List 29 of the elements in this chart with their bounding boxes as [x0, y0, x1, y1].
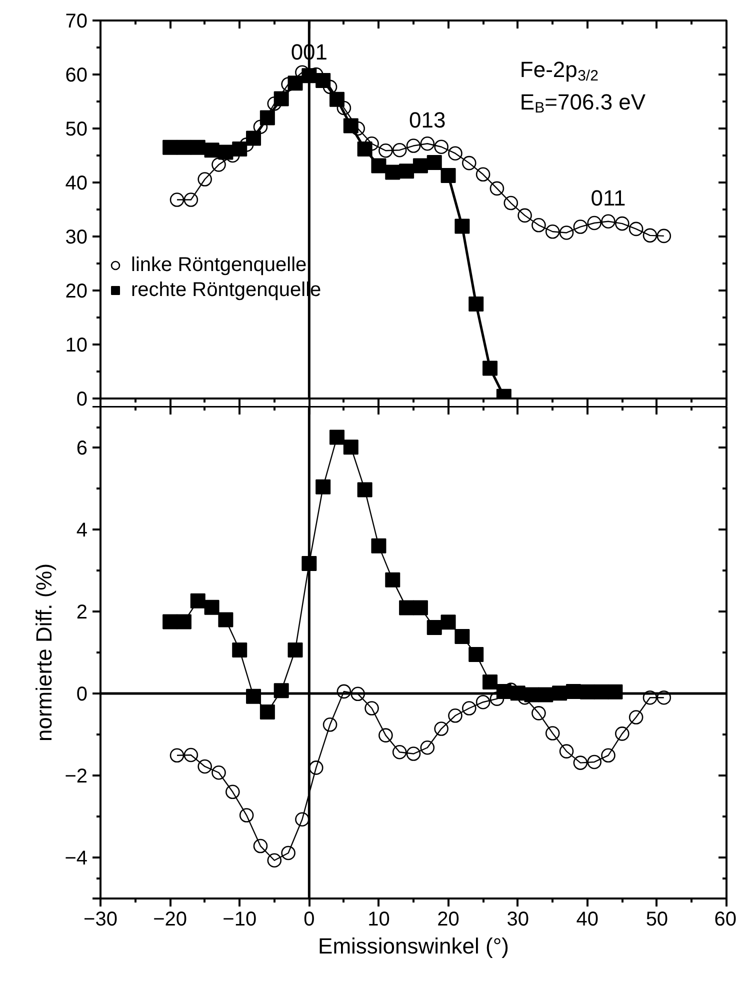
- y-tick-label: −2: [64, 766, 88, 788]
- legend-label: linke Röntgenquelle: [131, 254, 307, 276]
- y-tick-label: 6: [76, 438, 88, 460]
- y-tick-label: 0: [76, 388, 88, 410]
- y-tick-label: 20: [65, 280, 88, 302]
- y-tick-label: 70: [65, 10, 88, 32]
- y-tick-label: 0: [76, 684, 88, 706]
- x-tick-label: −20: [153, 908, 188, 930]
- y-tick-label: 4: [76, 520, 88, 542]
- x-tick-label: 20: [437, 908, 460, 930]
- y-tick-label: 40: [65, 172, 88, 194]
- y-tick-label: 60: [65, 64, 88, 86]
- x-tick-label: 10: [368, 908, 390, 930]
- y-tick-label: 10: [65, 334, 88, 356]
- x-tick-label: 40: [576, 908, 599, 930]
- x-tick-label: 50: [646, 908, 668, 930]
- annotation: 011: [590, 185, 626, 210]
- y-tick-label: 2: [76, 602, 88, 624]
- y-tick-label: 30: [65, 226, 88, 248]
- x-axis-title: Emissionswinkel (°): [318, 934, 509, 958]
- x-tick-label: −30: [84, 908, 118, 930]
- y-tick-label: 50: [65, 118, 88, 140]
- annotation: 013: [409, 108, 446, 133]
- y-axis-title: normierte Diff. (%): [32, 563, 57, 742]
- y-tick-label: −4: [64, 848, 88, 870]
- x-tick-label: 60: [714, 908, 736, 930]
- x-tick-label: 0: [304, 908, 315, 930]
- x-tick-label: −10: [222, 908, 257, 930]
- x-tick-label: 30: [506, 908, 529, 930]
